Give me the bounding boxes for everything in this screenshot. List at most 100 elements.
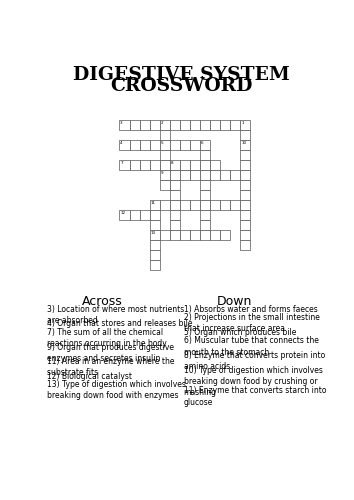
Text: 9) Organ that produces digestive
enzymes and secretes insulin: 9) Organ that produces digestive enzymes… [47, 342, 173, 362]
Text: 5) Organ which produces bile: 5) Organ which produces bile [184, 328, 296, 337]
Bar [160, 130, 170, 140]
Bar [170, 120, 180, 130]
Bar [150, 140, 160, 150]
Text: 4: 4 [120, 141, 123, 145]
Bar [200, 170, 210, 180]
Bar [200, 140, 210, 150]
Bar [119, 120, 130, 130]
Bar [210, 160, 220, 170]
Bar [240, 160, 250, 170]
Bar [220, 120, 230, 130]
Text: 6: 6 [201, 141, 204, 145]
Text: 9: 9 [160, 172, 163, 175]
Bar [139, 140, 150, 150]
Bar [240, 130, 250, 140]
Text: 6) Muscular tube that connects the
mouth to the stomach: 6) Muscular tube that connects the mouth… [184, 336, 319, 356]
Bar [190, 120, 200, 130]
Bar [139, 160, 150, 170]
Bar [200, 200, 210, 210]
Bar [200, 230, 210, 240]
Bar [170, 180, 180, 190]
Text: 1: 1 [241, 121, 244, 125]
Bar [170, 160, 180, 170]
Bar [200, 190, 210, 200]
Text: 11) Enzyme that converts starch into
glucose: 11) Enzyme that converts starch into glu… [184, 386, 326, 406]
Bar [240, 170, 250, 180]
Bar [170, 220, 180, 230]
Bar [139, 120, 150, 130]
Bar [210, 120, 220, 130]
Text: Down: Down [216, 295, 252, 308]
Text: 10: 10 [241, 141, 246, 145]
Bar [180, 170, 190, 180]
Text: 2: 2 [160, 121, 163, 125]
Bar [180, 140, 190, 150]
Bar [230, 120, 240, 130]
Bar [200, 120, 210, 130]
Bar [150, 250, 160, 260]
Bar [200, 150, 210, 160]
Bar [240, 180, 250, 190]
Bar [200, 160, 210, 170]
Bar [200, 220, 210, 230]
Bar [240, 230, 250, 240]
Text: 7) The sum of all the chemical
reactions occurring in the body: 7) The sum of all the chemical reactions… [47, 328, 166, 348]
Text: 1) Absorbs water and forms faeces: 1) Absorbs water and forms faeces [184, 305, 318, 314]
Text: 13) Type of digestion which involves
breaking down food with enzymes: 13) Type of digestion which involves bre… [47, 380, 185, 400]
Bar [130, 210, 139, 220]
Bar [240, 220, 250, 230]
Bar [180, 120, 190, 130]
Bar [119, 210, 130, 220]
Bar [190, 140, 200, 150]
Text: 11) Area in an enzyme where the
substrate fits: 11) Area in an enzyme where the substrat… [47, 357, 174, 378]
Text: CROSSWORD: CROSSWORD [110, 77, 253, 95]
Bar [180, 230, 190, 240]
Bar [190, 170, 200, 180]
Bar [210, 230, 220, 240]
Bar [180, 200, 190, 210]
Bar [119, 140, 130, 150]
Bar [170, 140, 180, 150]
Bar [220, 200, 230, 210]
Bar [190, 160, 200, 170]
Bar [230, 200, 240, 210]
Text: DIGESTIVE SYSTEM: DIGESTIVE SYSTEM [73, 66, 290, 84]
Text: 3) Location of where most nutrients
are absorbed: 3) Location of where most nutrients are … [47, 305, 184, 325]
Text: 12: 12 [120, 212, 125, 216]
Bar [200, 210, 210, 220]
Text: 3: 3 [120, 121, 123, 125]
Text: 10) Type of digestion which involves
breaking down food by crushing or
mashing: 10) Type of digestion which involves bre… [184, 366, 322, 397]
Bar [190, 200, 200, 210]
Text: 8: 8 [171, 162, 173, 166]
Bar [220, 170, 230, 180]
Bar [130, 120, 139, 130]
Bar [240, 200, 250, 210]
Bar [240, 150, 250, 160]
Bar [160, 160, 170, 170]
Bar [150, 260, 160, 270]
Bar [150, 200, 160, 210]
Text: 5: 5 [160, 141, 163, 145]
Bar [230, 170, 240, 180]
Bar [160, 170, 170, 180]
Bar [160, 140, 170, 150]
Text: Across: Across [82, 295, 123, 308]
Bar [240, 210, 250, 220]
Bar [180, 160, 190, 170]
Bar [170, 200, 180, 210]
Bar [160, 120, 170, 130]
Bar [160, 180, 170, 190]
Bar [150, 120, 160, 130]
Bar [160, 200, 170, 210]
Bar [190, 230, 200, 240]
Bar [160, 230, 170, 240]
Bar [119, 160, 130, 170]
Bar [130, 140, 139, 150]
Bar [150, 160, 160, 170]
Bar [139, 210, 150, 220]
Bar [160, 150, 170, 160]
Bar [130, 160, 139, 170]
Text: 8) Enzyme that converts protein into
amino acids: 8) Enzyme that converts protein into ami… [184, 351, 325, 371]
Bar [240, 140, 250, 150]
Bar [240, 190, 250, 200]
